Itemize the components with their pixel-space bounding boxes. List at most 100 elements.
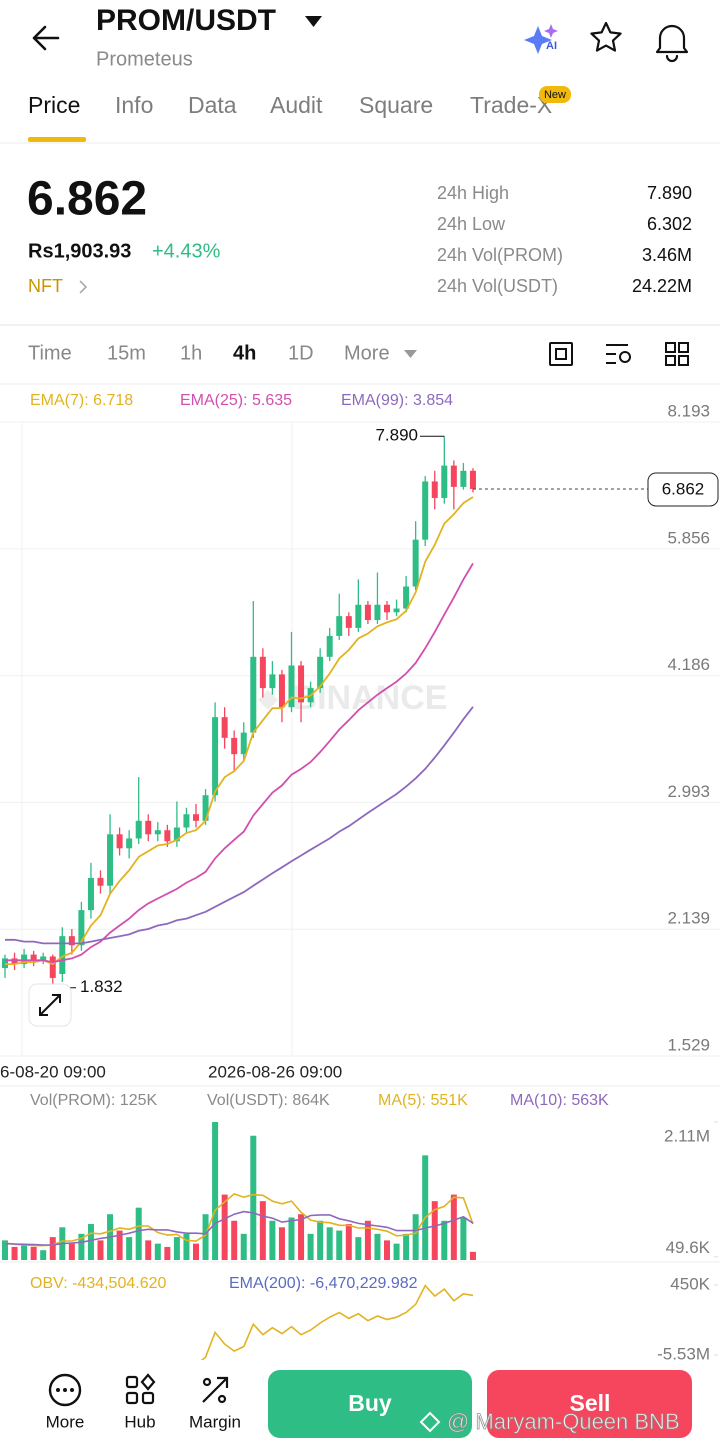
pair-title[interactable]: PROM/USDT [96, 4, 276, 37]
stat-value: 3.46M [642, 245, 692, 265]
svg-text:AI: AI [546, 40, 557, 52]
candle-body [202, 795, 209, 821]
legend-entry: EMA(99): 3.854 [341, 392, 453, 409]
interval[interactable]: More [344, 342, 390, 364]
candle-body [59, 936, 66, 974]
volume-bar [269, 1220, 276, 1260]
volume-bar [30, 1246, 37, 1260]
chart-watermark: BINANCE [293, 679, 448, 717]
candle-body [336, 616, 343, 636]
current-price-box [647, 472, 719, 507]
buy-label: Buy [348, 1390, 392, 1416]
candle-body [231, 737, 238, 755]
candle-body [49, 956, 56, 978]
chart-settings-icon[interactable] [549, 342, 573, 366]
ai-button[interactable]: AI [524, 24, 558, 54]
legend-entry: EMA(7): 6.718 [30, 392, 133, 409]
volume-bar [231, 1220, 238, 1260]
candle-body [30, 954, 37, 961]
volume-bar [393, 1243, 400, 1260]
interval[interactable]: Time [28, 342, 72, 364]
nav-label[interactable]: More [46, 1412, 85, 1431]
y-tick-label: 2.993 [667, 782, 710, 801]
legend-entry: MA(5): 551K [378, 1092, 468, 1109]
indicator-icon[interactable] [606, 344, 631, 364]
volume-bar [193, 1243, 199, 1260]
volume-bar [250, 1135, 257, 1260]
sell-button[interactable] [487, 1370, 692, 1438]
hub-icon[interactable] [125, 1373, 156, 1405]
volume-bar [212, 1122, 219, 1260]
volume-bar [154, 1243, 161, 1260]
stat-value: 24.22M [632, 276, 692, 296]
nav-label[interactable]: Hub [124, 1412, 155, 1431]
y-tick-label: 49.6K [666, 1238, 711, 1257]
candle-body [154, 830, 161, 835]
candle-body [298, 665, 305, 703]
volume-bar [21, 1243, 28, 1260]
candle-body [68, 936, 75, 946]
more-icon[interactable] [48, 1373, 82, 1407]
pair-dropdown[interactable] [305, 16, 322, 27]
volume-bar [97, 1240, 104, 1260]
interval[interactable]: 1h [180, 342, 202, 364]
tab[interactable]: Trade-X [470, 92, 552, 118]
candle-body [183, 814, 190, 828]
volume-bar [78, 1233, 85, 1260]
volume-bar [116, 1230, 123, 1260]
new-badge [539, 86, 571, 103]
volume-bar [126, 1237, 133, 1260]
back-button[interactable] [32, 25, 60, 51]
volume-bar [336, 1230, 343, 1260]
candle-body [107, 834, 114, 886]
volume-bar [240, 1233, 247, 1260]
more-dropdown[interactable] [404, 350, 417, 358]
tab[interactable]: Data [188, 92, 237, 118]
tab[interactable]: Price [28, 92, 80, 118]
favorite-button[interactable] [590, 21, 622, 52]
notifications-button[interactable] [655, 24, 689, 63]
legend-entry: EMA(25): 5.635 [180, 392, 292, 409]
nft-tag[interactable]: NFT [28, 276, 63, 296]
interval[interactable]: 15m [107, 342, 146, 364]
volume-bar [11, 1246, 18, 1260]
interval[interactable]: 4h [233, 342, 256, 364]
fullscreen-button[interactable] [28, 983, 72, 1027]
last-price: 6.862 [27, 173, 147, 226]
price-change: +4.43% [152, 240, 221, 262]
candle-body [173, 827, 180, 842]
volume-bar [259, 1201, 266, 1260]
volume-bar [288, 1217, 295, 1260]
volume-bar [307, 1233, 314, 1260]
volume-bar [278, 1227, 285, 1260]
layout-icon[interactable] [665, 342, 689, 366]
candle-body [78, 910, 85, 946]
volume-bar [40, 1250, 47, 1260]
interval[interactable]: 1D [288, 342, 314, 364]
y-tick-label: 2.11M [664, 1126, 710, 1145]
ema-line [5, 496, 474, 966]
candle-body [212, 717, 219, 796]
volume-bar [221, 1194, 228, 1260]
margin-icon[interactable] [202, 1376, 229, 1404]
candle-body [364, 604, 371, 621]
nav-label[interactable]: Margin [189, 1412, 241, 1431]
candle-body [259, 656, 266, 689]
fiat-price: Rs1,903.93 [28, 240, 131, 262]
candle-body [116, 834, 123, 849]
new-badge-text: New [544, 89, 566, 101]
volume-bar [412, 1214, 419, 1260]
candle-body [87, 877, 94, 911]
tab[interactable]: Square [359, 92, 433, 118]
ma-line [4, 1192, 474, 1247]
tab[interactable]: Audit [270, 92, 323, 118]
stat-label: 24h Vol(USDT) [437, 276, 558, 296]
nft-chevron [79, 280, 88, 294]
volume-bar [403, 1233, 410, 1260]
sell-label: Sell [570, 1390, 611, 1416]
legend-entry: Vol(USDT): 864K [207, 1092, 330, 1109]
tab[interactable]: Info [115, 92, 153, 118]
volume-bar [469, 1251, 476, 1260]
volume-bar [441, 1220, 448, 1260]
